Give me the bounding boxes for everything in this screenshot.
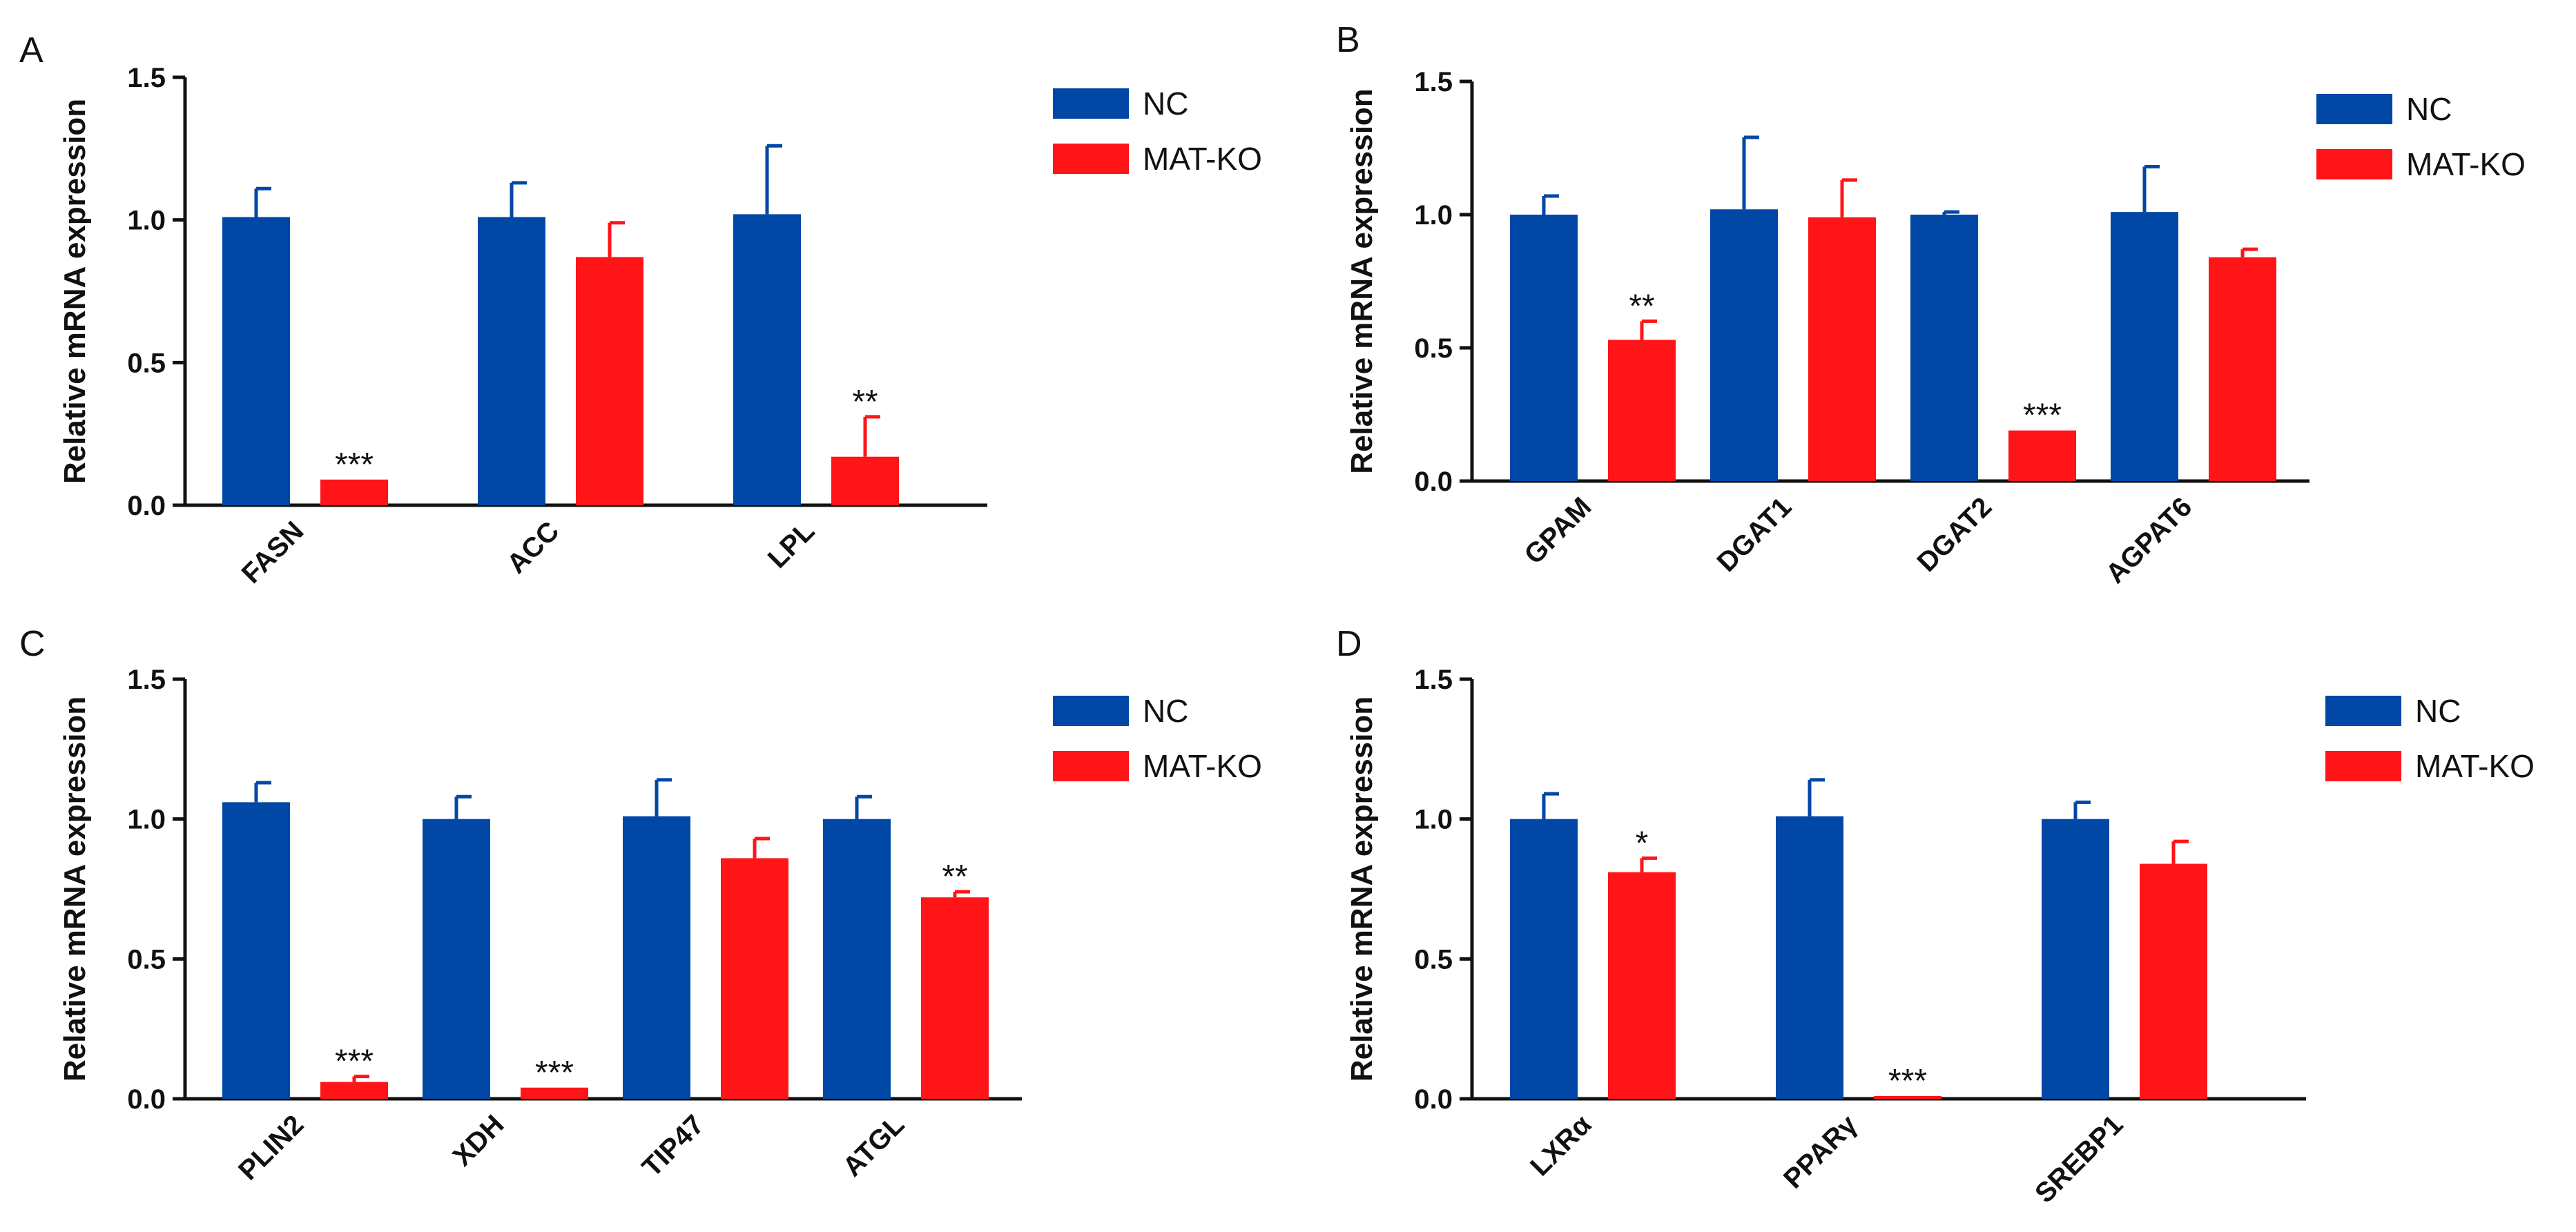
bar-nc-lpl <box>733 214 801 505</box>
bar-mat-ko-tip47 <box>721 858 788 1099</box>
bar-mat-ko-plin2 <box>320 1082 388 1099</box>
significance-marker: *** <box>335 447 374 483</box>
bar-mat-ko-agpat6 <box>2209 257 2276 481</box>
legend-swatch-nc <box>2316 94 2392 124</box>
bar-mat-ko-dgat1 <box>1808 217 1876 481</box>
y-tick-label: 1.0 <box>1414 200 1453 231</box>
y-axis-label: Relative mRNA expression <box>58 696 92 1082</box>
legend-label: NC <box>1143 86 1188 121</box>
panel-letter: A <box>19 30 43 70</box>
x-tick-label: PLIN2 <box>233 1109 309 1186</box>
bar-mat-ko-lpl <box>831 456 899 505</box>
bar-nc-acc <box>478 217 545 505</box>
x-tick-label: GPAM <box>1518 491 1597 570</box>
y-tick-label: 1.5 <box>127 63 166 93</box>
legend-swatch-mat-ko <box>2325 751 2401 781</box>
bar-nc-agpat6 <box>2111 212 2178 481</box>
legend-swatch-nc <box>2325 696 2401 726</box>
bar-nc-tip47 <box>623 816 690 1099</box>
significance-marker: *** <box>535 1055 574 1091</box>
bar-mat-ko-pparγ <box>1874 1095 1941 1099</box>
significance-marker: *** <box>2023 398 2062 434</box>
y-axis-label: Relative mRNA expression <box>1345 88 1379 473</box>
panel-B: B 0.0 0.5 1.0 1.5 Relative mRNA expression ** G… <box>1336 20 2526 589</box>
x-tick-label: AGPAT6 <box>2100 491 2198 589</box>
significance-marker: ** <box>1629 288 1654 324</box>
x-tick-label: LPL <box>762 516 821 574</box>
y-tick-label: 0.5 <box>127 944 166 975</box>
panel-letter: C <box>19 624 46 664</box>
y-tick-label: 1.5 <box>1414 67 1453 97</box>
bar-mat-ko-dgat2 <box>2008 430 2076 481</box>
x-tick-label: SREBP1 <box>2029 1109 2129 1209</box>
x-tick-label: LXRα <box>1524 1109 1597 1182</box>
bar-nc-pparγ <box>1776 816 1843 1099</box>
x-tick-label: PPARγ <box>1778 1109 1863 1195</box>
bar-nc-plin2 <box>222 802 290 1099</box>
y-tick-label: 0.0 <box>1414 1084 1453 1115</box>
y-tick-label: 1.5 <box>127 665 166 695</box>
bar-mat-ko-xdh <box>521 1087 588 1099</box>
bar-mat-ko-lxrα <box>1608 872 1676 1099</box>
legend-label: NC <box>1143 693 1188 729</box>
legend-label: NC <box>2415 693 2461 729</box>
y-tick-label: 1.0 <box>1414 805 1453 835</box>
bar-nc-fasn <box>222 217 290 505</box>
bar-mat-ko-gpam <box>1608 340 1676 481</box>
significance-marker: *** <box>1888 1063 1927 1099</box>
bar-nc-xdh <box>423 819 490 1099</box>
legend-label: MAT-KO <box>2406 146 2526 182</box>
x-tick-label: FASN <box>236 516 310 589</box>
legend-label: MAT-KO <box>1143 141 1262 177</box>
y-tick-label: 0.0 <box>127 1084 166 1115</box>
y-tick-label: 0.5 <box>127 348 166 378</box>
bar-mat-ko-acc <box>576 257 643 505</box>
bar-mat-ko-atgl <box>921 897 989 1099</box>
significance-marker: ** <box>942 859 967 895</box>
legend-label: MAT-KO <box>2415 748 2535 784</box>
bar-nc-dgat2 <box>1910 215 1978 481</box>
significance-marker: ** <box>852 384 878 420</box>
legend-swatch-mat-ko <box>1053 751 1129 781</box>
bar-nc-srebp1 <box>2042 819 2109 1099</box>
x-tick-label: DGAT2 <box>1911 491 1997 578</box>
x-tick-label: TIP47 <box>637 1109 710 1183</box>
y-tick-label: 1.0 <box>127 206 166 236</box>
y-axis-label: Relative mRNA expression <box>58 99 92 484</box>
legend-swatch-mat-ko <box>1053 144 1129 174</box>
x-tick-label: ATGL <box>837 1109 910 1182</box>
x-tick-label: DGAT1 <box>1711 491 1797 578</box>
y-tick-label: 1.0 <box>127 805 166 835</box>
bar-nc-gpam <box>1510 215 1578 481</box>
significance-marker: * <box>1636 825 1649 861</box>
legend-swatch-nc <box>1053 696 1129 726</box>
panel-letter: B <box>1336 20 1360 60</box>
legend-label: MAT-KO <box>1143 748 1262 784</box>
legend-swatch-mat-ko <box>2316 149 2392 179</box>
x-tick-label: ACC <box>501 516 565 579</box>
x-tick-label: XDH <box>447 1109 510 1172</box>
bar-nc-atgl <box>823 819 891 1099</box>
legend-swatch-nc <box>1053 88 1129 119</box>
bar-mat-ko-srebp1 <box>2140 863 2207 1099</box>
y-tick-label: 0.5 <box>1414 944 1453 975</box>
panel-D: D 0.0 0.5 1.0 1.5 Relative mRNA expression * LX… <box>1336 624 2535 1209</box>
y-axis-label: Relative mRNA expression <box>1345 696 1379 1082</box>
panel-letter: D <box>1336 624 1362 664</box>
bar-mat-ko-fasn <box>320 479 388 505</box>
y-tick-label: 0.0 <box>127 491 166 521</box>
y-tick-label: 0.5 <box>1414 333 1453 364</box>
y-tick-label: 0.0 <box>1414 467 1453 497</box>
significance-marker: *** <box>335 1044 374 1080</box>
bar-nc-lxrα <box>1510 819 1578 1099</box>
legend-label: NC <box>2406 91 2452 127</box>
bar-nc-dgat1 <box>1710 209 1778 481</box>
y-tick-label: 1.5 <box>1414 665 1453 695</box>
